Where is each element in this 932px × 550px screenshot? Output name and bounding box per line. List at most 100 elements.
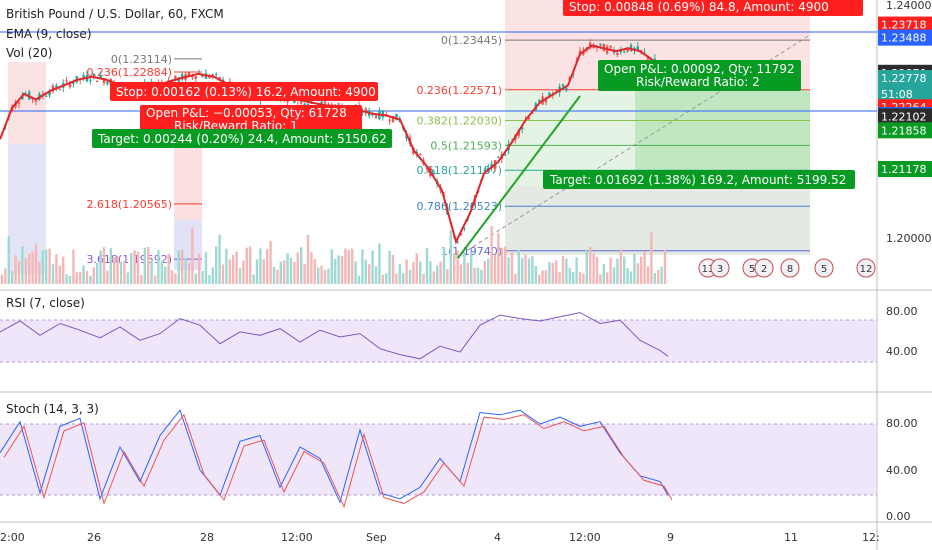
candle-body: [521, 127, 524, 130]
open-pl-right: Open P&L: 0.00092, Qty: 11792: [604, 62, 795, 76]
candle-body: [306, 104, 310, 106]
long-position-right[interactable]: [454, 0, 811, 259]
volume-bar: [310, 252, 313, 284]
volume-bar: [646, 266, 650, 284]
event-flag[interactable]: [710, 258, 730, 278]
volume-bar: [17, 261, 21, 284]
price-badge: 51:08: [881, 88, 913, 101]
volume-bar: [432, 271, 435, 284]
volume-bar: [45, 249, 48, 284]
candle-body: [565, 87, 568, 91]
time-tick-2: 26: [87, 531, 101, 544]
volume-bar: [459, 264, 463, 284]
price-badge-bg: [878, 108, 932, 125]
candle-body: [170, 80, 174, 84]
volume-bar: [439, 261, 442, 284]
volume-bar: [643, 251, 646, 284]
candle-body: [459, 232, 463, 236]
volume-bar: [72, 249, 75, 284]
event-flag[interactable]: [856, 258, 876, 278]
stoch-band: [0, 424, 877, 495]
volume-bar: [126, 272, 129, 284]
price-badge: 1.23488: [881, 32, 927, 45]
volume-bar: [629, 271, 633, 284]
volume-bar: [463, 252, 466, 284]
volume-bar: [473, 267, 476, 284]
volume-bar: [555, 260, 558, 284]
volume-bar: [150, 260, 153, 284]
event-flags[interactable]: 13 3 5 2 8 5 12: [698, 258, 876, 278]
event-flag[interactable]: [814, 258, 834, 278]
open-pl-right-bg: [598, 60, 801, 91]
volume-bar: [262, 259, 265, 284]
volume-bar: [558, 272, 561, 284]
candle-body: [589, 42, 592, 48]
volume-bar: [487, 258, 490, 284]
volume-bar: [429, 261, 432, 284]
volume-bar: [160, 261, 163, 284]
volume-bar: [565, 258, 568, 284]
volume-bar: [466, 262, 469, 284]
volume-bar: [626, 268, 629, 284]
candle-body: [629, 44, 633, 52]
volume-bar: [548, 262, 551, 284]
stoch-tick-0: 0.00: [886, 510, 911, 523]
event-flag[interactable]: [754, 258, 774, 278]
volume-bar: [55, 254, 58, 284]
volume-bar: [41, 250, 44, 284]
volume-bar: [510, 252, 514, 284]
trend-line[interactable]: [457, 95, 581, 259]
volume-bar: [470, 251, 473, 284]
fib-left-label: 2.618(1.20565): [86, 198, 172, 211]
volume-bar: [398, 263, 401, 284]
fib-right-label: 0.236(1.22571): [416, 84, 502, 97]
time-tick-8: 9: [667, 531, 674, 544]
fib-right-label: 0.618(1.21157): [416, 164, 502, 177]
volume-bar: [62, 256, 65, 284]
volume-bar: [58, 265, 61, 284]
candle-body: [68, 82, 72, 88]
target-label-left-bg: [92, 129, 392, 148]
candle-body: [609, 45, 612, 48]
candle-body: [58, 89, 61, 91]
volume-bar: [208, 275, 211, 284]
stop-label-left-bg: [110, 82, 378, 101]
price-badge-bg: [878, 29, 932, 46]
volume-bar: [412, 261, 415, 284]
volume-bar: [306, 234, 310, 284]
candle-body: [527, 117, 531, 120]
volume-bar: [164, 266, 167, 284]
volume-bar: [283, 260, 286, 284]
price-badge: 1.21178: [881, 163, 927, 176]
event-flag[interactable]: [780, 258, 800, 278]
volume-bar: [585, 249, 588, 284]
volume-bar: [225, 248, 228, 284]
volume-bar: [99, 250, 102, 284]
volume-bar: [221, 264, 225, 284]
volume-bar: [106, 270, 109, 284]
volume-bar: [340, 256, 344, 284]
candle-body: [286, 100, 289, 103]
candle-body: [201, 75, 204, 78]
price-badge: 1.21858: [881, 124, 927, 137]
candle-body: [72, 82, 75, 85]
rsi-band: [0, 320, 877, 362]
volume-bar: [242, 260, 245, 284]
rsi-tick-80: 80.00: [886, 305, 918, 318]
volume-bar: [65, 274, 68, 284]
rsi-tick-40: 40.00: [886, 345, 918, 358]
volume-bar: [92, 267, 95, 284]
volume-bar: [368, 264, 371, 284]
volume-bar: [79, 271, 82, 284]
volume-bar: [38, 262, 41, 284]
volume-bar: [449, 230, 452, 284]
volume-bar: [476, 267, 480, 284]
candle-body: [300, 99, 303, 104]
volume-bar: [541, 270, 544, 284]
volume-bar: [293, 261, 296, 284]
candle-body: [504, 154, 507, 156]
candle-body: [487, 167, 490, 170]
volume-bar: [259, 248, 262, 284]
volume-bar: [453, 253, 456, 284]
